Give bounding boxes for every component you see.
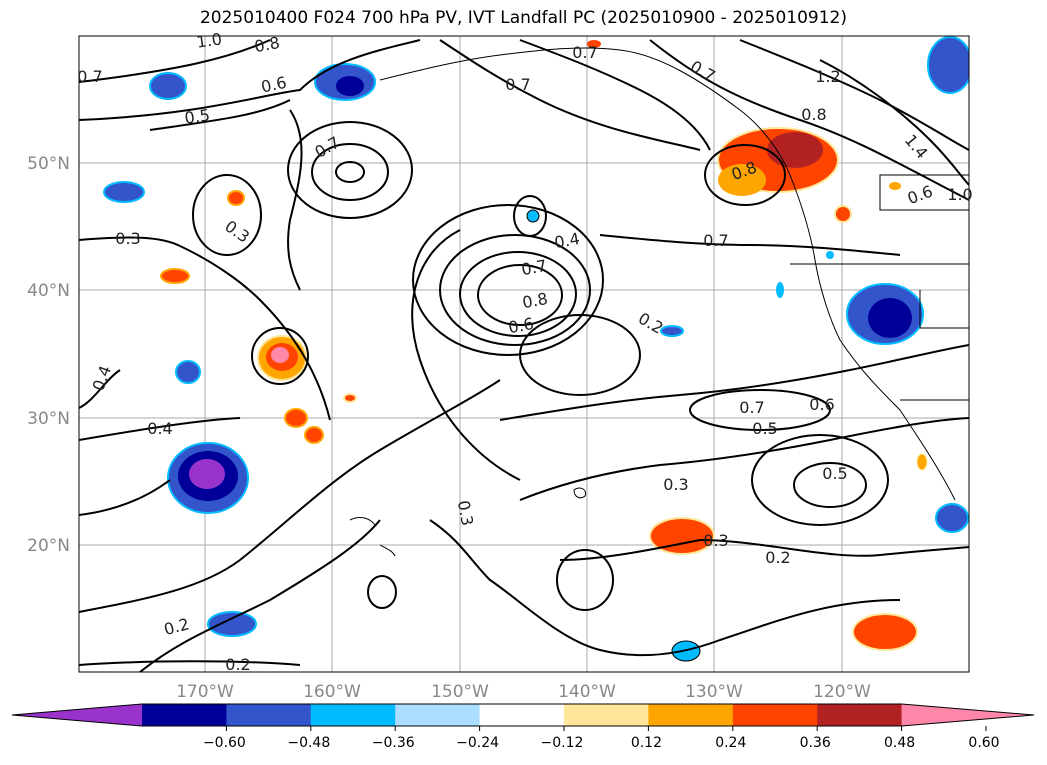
colorbar-segment <box>395 704 481 726</box>
lat-label-20n: 20°N <box>27 536 70 556</box>
contour-label: 0.8 <box>253 33 281 56</box>
colorbar-tick-label: 0.60 <box>968 735 999 751</box>
contour-label: 0.7 <box>572 43 597 62</box>
lat-label-30n: 30°N <box>27 409 70 429</box>
colorbar-tick-label: −0.48 <box>287 735 330 751</box>
colorbar-outline <box>11 703 1035 727</box>
map-frame <box>78 35 970 673</box>
contour-label-group: 1.0 0.8 0.7 0.6 0.5 0.7 0.3 0.3 0.4 0.4 0.2 0.2 0.7 0… <box>77 29 972 674</box>
contour-label: 0.2 <box>225 655 250 674</box>
colorbar-tick-label: 0.24 <box>715 735 746 751</box>
colorbar-segment <box>142 704 227 726</box>
lat-label-50n: 50°N <box>27 154 70 174</box>
contour-label: 0.6 <box>507 314 535 337</box>
lon-label-160w: 160°W <box>303 682 361 702</box>
lon-label-130w: 130°W <box>685 682 743 702</box>
contour-label: 0.7 <box>77 67 102 86</box>
lon-label-120w: 120°W <box>813 682 871 702</box>
contour-label: 0.8 <box>801 105 826 124</box>
coastlines <box>349 47 969 557</box>
contour-label: 0.5 <box>822 464 847 483</box>
colorbar-tick-label: −0.24 <box>456 735 499 751</box>
colorbar-segment <box>564 704 649 726</box>
colorbar-tick-label: −0.12 <box>541 735 584 751</box>
contour-label: 0.3 <box>663 475 688 494</box>
colorbar-segment <box>817 704 903 726</box>
colorbar-tick-label: −0.60 <box>203 735 246 751</box>
contour-lines <box>79 39 969 672</box>
lon-label-170w: 170°W <box>176 682 234 702</box>
contour-label: 1.0 <box>195 29 223 51</box>
colorbar-tick-label: 0.48 <box>884 735 915 751</box>
contour-label: 0.7 <box>520 256 548 279</box>
contour-label: 1.2 <box>815 67 840 86</box>
colorbar-segment <box>648 704 734 726</box>
contour-label: 0.3 <box>454 499 477 527</box>
contour-label: 0.3 <box>703 531 728 550</box>
colorbar-segment <box>479 704 565 726</box>
contour-label: 0.6 <box>259 73 288 97</box>
filled-anomalies <box>103 36 969 662</box>
contour-label: 0.4 <box>147 419 172 438</box>
contour-label: 0.8 <box>521 289 549 312</box>
colorbar-segment <box>226 704 312 726</box>
map-panel <box>79 36 969 672</box>
chart-title: 2025010400 F024 700 hPa PV, IVT Landfall… <box>199 8 847 28</box>
colorbar-tick-label: −0.36 <box>372 735 415 751</box>
contour-label: 0.7 <box>505 75 530 94</box>
colorbar-tick-label: 0.36 <box>800 735 831 751</box>
contour-label: 0.7 <box>739 398 764 417</box>
contour-label: 1.0 <box>947 185 972 204</box>
contour-label: 0.3 <box>115 229 140 248</box>
contour-label: 0.5 <box>183 105 211 127</box>
colorbar-extend-right <box>901 704 1034 726</box>
colorbar-segment <box>732 704 818 726</box>
colorbar-tick-label: 0.12 <box>631 735 662 751</box>
lon-label-140w: 140°W <box>558 682 616 702</box>
lat-label-40n: 40°N <box>27 281 70 301</box>
colorbar-segment <box>310 704 396 726</box>
colorbar: −0.60 −0.48 −0.36 −0.24 −0.12 0.12 0.24 0.36 0.4… <box>11 703 1035 751</box>
contour-label: 0.5 <box>752 419 777 438</box>
contour-label: 0.4 <box>553 229 581 252</box>
contour-label: 0.6 <box>809 395 834 414</box>
contour-label: 0.7 <box>703 231 728 250</box>
contour-label: 0.2 <box>765 548 790 567</box>
lon-label-150w: 150°W <box>431 682 489 702</box>
colorbar-extend-left <box>12 704 142 726</box>
